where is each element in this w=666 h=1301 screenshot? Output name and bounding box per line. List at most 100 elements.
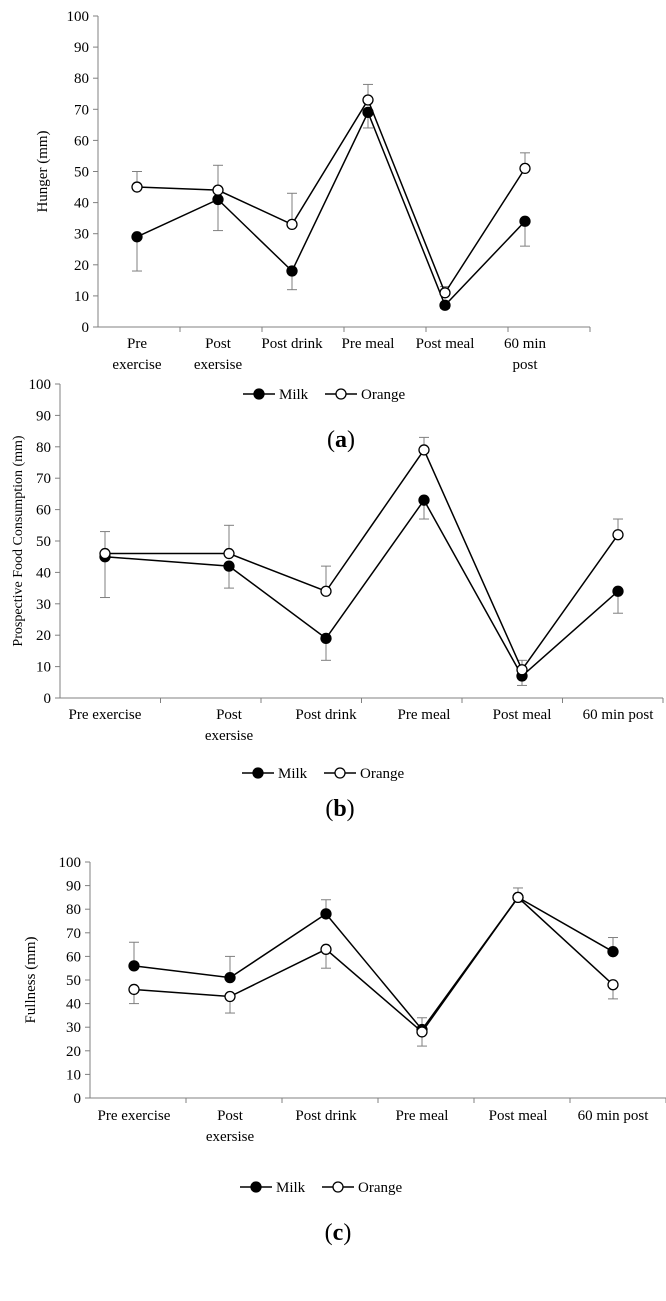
y-tick-label: 90: [66, 879, 81, 895]
y-axis-label: Hunger (mm): [35, 130, 51, 212]
y-tick-label: 40: [74, 196, 89, 212]
x-tick-label-line: Pre: [127, 336, 147, 352]
x-tick-label-line: Post drink: [261, 336, 323, 352]
data-point-orange: [320, 943, 332, 955]
x-tick-label: 60 min post: [504, 336, 547, 373]
chart-panel-3: 0 10 20 30 40 50 60 70 80 90 100 Pre exercise Post ex…: [23, 855, 666, 1246]
data-point-orange: [224, 990, 236, 1003]
panel-label-letter: a: [335, 427, 347, 453]
y-tick-label: 0: [44, 691, 52, 707]
y-tick-label: 20: [36, 628, 51, 644]
x-tick-label-line: Post: [216, 707, 243, 723]
data-point-milk: [519, 215, 531, 227]
legend: Milk Orange: [243, 387, 405, 403]
x-tick-label-line: Post: [217, 1108, 244, 1124]
y-tick-label: 100: [29, 377, 52, 393]
x-tick-label: Post meal: [416, 336, 475, 352]
y-tick-label: 0: [74, 1091, 82, 1107]
panel-label-letter: b: [333, 796, 346, 822]
y-tick-label: 10: [66, 1067, 81, 1083]
data-point-milk: [224, 971, 236, 984]
data-point-orange: [131, 181, 143, 193]
panel-label: (c): [325, 1220, 352, 1246]
legend-marker-orange: [332, 1181, 344, 1193]
x-tick-label-line: 60 min: [504, 336, 547, 352]
panel-label-open: (: [325, 796, 333, 822]
data-point-milk: [212, 193, 224, 206]
y-tick-label: 80: [36, 440, 51, 456]
y-axis-label: Prospective Food Consumption (mm): [11, 435, 26, 647]
panel-label: (a): [327, 427, 355, 453]
x-tick-label-line: exersise: [194, 357, 243, 373]
series-line-orange: [105, 448, 619, 672]
data-point-milk: [418, 494, 430, 506]
data-point-orange: [362, 94, 374, 106]
data-point-orange: [418, 444, 430, 456]
data-point-milk: [607, 946, 619, 958]
data-point-orange: [516, 664, 528, 676]
x-tick-label: Post exersise: [206, 1108, 255, 1145]
y-tick-label: 70: [74, 102, 89, 118]
data-point-milk: [320, 908, 332, 920]
y-tick-label: 10: [74, 289, 89, 305]
x-tick-label-line: Pre meal: [398, 707, 451, 723]
y-tick-label: 50: [36, 534, 51, 550]
x-tick-label: Post exersise: [205, 707, 254, 744]
data-point-milk: [128, 960, 140, 972]
data-point-orange: [212, 184, 224, 196]
y-tick-label: 70: [36, 471, 51, 487]
panel-label-open: (: [327, 427, 335, 453]
y-tick-label: 60: [36, 503, 51, 519]
legend-marker-milk: [253, 388, 265, 400]
legend-label-orange: Orange: [358, 1180, 402, 1196]
y-tick-label: 90: [74, 40, 89, 56]
y-tick-label: 70: [66, 926, 81, 942]
y-tick-label: 100: [67, 9, 90, 25]
panel-label-letter: c: [333, 1220, 344, 1246]
x-tick-label: Pre meal: [396, 1108, 449, 1124]
x-tick-label-line: Post meal: [416, 336, 475, 352]
panel-label-close: ): [347, 796, 355, 822]
x-tick-label: Post drink: [295, 707, 357, 723]
data-point-milk: [612, 585, 624, 597]
series-line-milk: [133, 896, 614, 1031]
x-tick-label: Pre meal: [342, 336, 395, 352]
y-tick-label: 20: [66, 1044, 81, 1060]
x-tick-label-line: exersise: [206, 1129, 255, 1145]
legend-label-milk: Milk: [279, 387, 309, 403]
data-point-milk: [439, 299, 451, 311]
data-point-orange: [512, 891, 524, 904]
x-tick-label: Pre exercise: [98, 1108, 171, 1124]
x-tick-label-line: post: [512, 357, 538, 373]
x-tick-label-line: exersise: [205, 728, 254, 744]
y-tick-label: 10: [36, 660, 51, 676]
y-tick-label: 60: [66, 949, 81, 965]
legend: Milk Orange: [240, 1180, 402, 1196]
data-point-orange: [223, 547, 235, 560]
panel-label-close: ): [343, 1220, 351, 1246]
y-tick-label: 40: [36, 565, 51, 581]
data-point-milk: [223, 560, 235, 572]
panel-label-open: (: [325, 1220, 333, 1246]
y-axis-label: Fullness (mm): [23, 936, 39, 1023]
x-tick-label: Post exersise: [194, 336, 243, 373]
legend-marker-milk: [250, 1181, 262, 1193]
data-point-milk: [320, 632, 332, 644]
data-point-milk: [286, 265, 298, 277]
data-point-orange: [607, 979, 619, 991]
x-tick-label: Pre exercise: [69, 707, 142, 723]
x-tick-label-line: Post drink: [295, 1108, 357, 1124]
y-tick-label: 50: [66, 973, 81, 989]
x-tick-label: 60 min post: [578, 1108, 650, 1124]
data-point-orange: [416, 1026, 428, 1038]
chart-panel-2: 0 10 20 30 40 50 60 70 80 90 100 Pre exercise Post ex…: [11, 377, 664, 822]
y-tick-label: 30: [66, 1020, 81, 1036]
legend-marker-orange: [335, 388, 347, 400]
series-line-orange: [133, 896, 614, 1034]
y-tick-label: 20: [74, 258, 89, 274]
panel-label-close: ): [347, 427, 355, 453]
panel-label: (b): [325, 796, 354, 822]
y-tick-label: 0: [82, 320, 90, 336]
x-tick-label-line: 60 min post: [583, 707, 655, 723]
